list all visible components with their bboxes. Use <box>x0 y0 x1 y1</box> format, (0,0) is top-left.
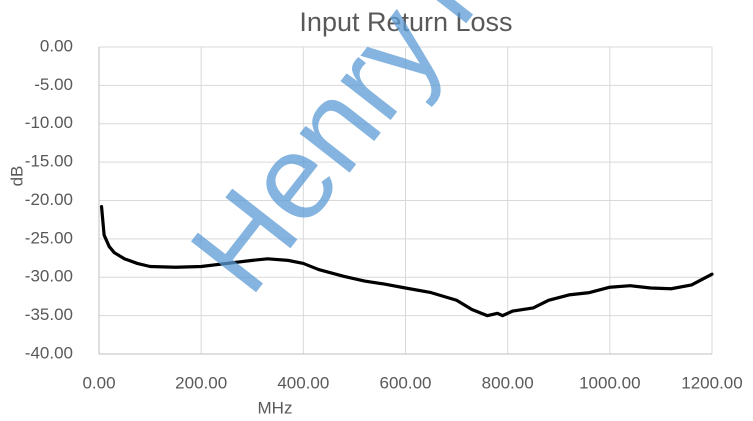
data-line <box>99 205 714 318</box>
y-tick-label: -20.00 <box>25 190 73 209</box>
y-axis-label: dB <box>7 166 26 187</box>
x-tick-label: 1200.00 <box>681 373 742 392</box>
y-tick-label: -30.00 <box>25 267 73 286</box>
y-tick-label: -15.00 <box>25 152 73 171</box>
x-tick-label: 400.00 <box>277 373 329 392</box>
y-tick-label: -5.00 <box>34 75 73 94</box>
y-tick-label: -40.00 <box>25 343 73 362</box>
x-tick-label: 0.00 <box>82 373 115 392</box>
y-tick-label: -10.00 <box>25 113 73 132</box>
plot <box>99 205 714 318</box>
y-tick-label: 0.00 <box>40 36 73 55</box>
x-axis-label: MHz <box>258 398 293 417</box>
chart-title: Input Return Loss <box>299 7 512 37</box>
x-tick-label: 600.00 <box>380 373 432 392</box>
x-tick-label: 800.00 <box>482 373 534 392</box>
y-tick-label: -35.00 <box>25 305 73 324</box>
labels: 0.00 -5.00 -10.00 -15.00 -20.00 -25.00 -30.00 -… <box>25 36 743 392</box>
y-tick-label: -25.00 <box>25 228 73 247</box>
grid <box>98 46 713 355</box>
x-tick-label: 200.00 <box>175 373 227 392</box>
x-tick-label: 1000.00 <box>579 373 640 392</box>
